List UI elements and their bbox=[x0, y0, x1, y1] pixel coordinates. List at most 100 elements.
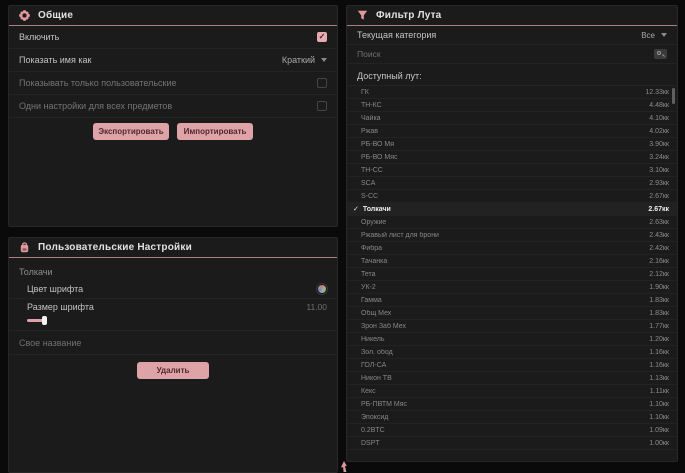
list-item[interactable]: ✓ Никон ТВ 1.13кк bbox=[347, 372, 677, 385]
loot-filter-panel: Фильтр Лута Текущая категория Все Доступ… bbox=[346, 5, 678, 462]
same-settings-checkbox[interactable] bbox=[317, 101, 327, 111]
list-item[interactable]: ✓ ГК 12.33кк bbox=[347, 86, 677, 99]
name-mode-label: Показать имя как bbox=[19, 55, 92, 65]
slider-fill bbox=[27, 319, 44, 322]
setting-row-name-mode: Показать имя как Краткий bbox=[9, 49, 337, 72]
list-item[interactable]: ✓ Оружие 2.63кк bbox=[347, 216, 677, 229]
list-item[interactable]: ✓ DSPT 1.00кк bbox=[347, 437, 677, 450]
list-item[interactable]: ✓ SCA 2.93кк bbox=[347, 177, 677, 190]
delete-button[interactable]: Удалить bbox=[137, 362, 209, 379]
font-color-row: Цвет шрифта bbox=[9, 280, 337, 299]
loot-item-name: Зол. обод bbox=[361, 348, 393, 356]
loot-item-value: 4.10кк bbox=[649, 114, 669, 122]
loot-item-name: РБ-ПВТМ Мяс bbox=[361, 400, 407, 408]
font-color-label: Цвет шрифта bbox=[27, 284, 84, 294]
check-icon: ✓ bbox=[353, 206, 359, 213]
only-custom-checkbox[interactable] bbox=[317, 78, 327, 88]
enable-label: Включить bbox=[19, 32, 60, 42]
loot-item-name: Фибра bbox=[361, 244, 383, 252]
list-item[interactable]: ✓ Фибра 2.42кк bbox=[347, 242, 677, 255]
list-item[interactable]: ✓ 0.2BTC 1.09кк bbox=[347, 424, 677, 437]
loot-item-name: Никель bbox=[361, 335, 385, 343]
loot-item-value: 2.16кк bbox=[649, 257, 669, 265]
list-item[interactable]: ✓ Ржавый лист для брони 2.43кк bbox=[347, 229, 677, 242]
loot-item-name: Тета bbox=[361, 270, 376, 278]
loot-item-value: 1.90кк bbox=[649, 283, 669, 291]
list-item[interactable]: ✓ Чайка 4.10кк bbox=[347, 112, 677, 125]
setting-row-only-custom: Показывать только пользовательские bbox=[9, 72, 337, 95]
name-mode-dropdown[interactable]: Краткий bbox=[282, 55, 327, 65]
loot-item-name: РБ-ВО Мяс bbox=[361, 153, 398, 161]
category-dropdown[interactable]: Все bbox=[641, 31, 667, 40]
list-item[interactable]: ✓ ГОЛ-СА 1.16кк bbox=[347, 359, 677, 372]
category-label: Текущая категория bbox=[357, 30, 437, 40]
loot-item-name: ГК bbox=[361, 88, 369, 96]
loot-item-value: 1.20кк bbox=[649, 335, 669, 343]
list-item[interactable]: ✓ Ржав 4.02кк bbox=[347, 125, 677, 138]
backpack-icon bbox=[20, 242, 29, 253]
loot-list: ✓ ГК 12.33кк ✓ ТН-КС 4.48кк ✓ Чайка 4.10… bbox=[347, 85, 677, 450]
loot-item-value: 1.16кк bbox=[649, 361, 669, 369]
check-icon: ✓ bbox=[318, 32, 326, 41]
export-import-row: Экспортировать Импортировать bbox=[9, 123, 337, 140]
enable-checkbox[interactable]: ✓ bbox=[317, 32, 327, 42]
list-item[interactable]: ✓ РБ-ВО Мяс 3.24кк bbox=[347, 151, 677, 164]
loot-item-name: S-СС bbox=[361, 192, 379, 200]
list-item[interactable]: ✓ Тачанка 2.16кк bbox=[347, 255, 677, 268]
list-item[interactable]: ✓ Зрон Заб Мех 1.77кк bbox=[347, 320, 677, 333]
setting-row-same-settings: Одни настройки для всех предметов bbox=[9, 95, 337, 118]
list-item[interactable]: ✓ Общ Мех 1.83кк bbox=[347, 307, 677, 320]
custom-name-input[interactable] bbox=[19, 331, 327, 354]
list-item[interactable]: ✓ ТН-СС 3.10кк bbox=[347, 164, 677, 177]
delete-row: Удалить bbox=[9, 362, 337, 379]
loot-item-name: Зрон Заб Мех bbox=[361, 322, 407, 330]
list-item[interactable]: ✓ S-СС 2.67кк bbox=[347, 190, 677, 203]
loot-item-value: 2.63кк bbox=[649, 218, 669, 226]
loot-item-name: Кекс bbox=[361, 387, 376, 395]
loot-item-value: 1.83кк bbox=[649, 309, 669, 317]
loot-item-value: 2.67кк bbox=[648, 205, 669, 213]
slider-thumb[interactable] bbox=[42, 316, 47, 325]
list-item[interactable]: ✓ ТН-КС 4.48кк bbox=[347, 99, 677, 112]
list-item[interactable]: ✓ Кекс 1.11кк bbox=[347, 385, 677, 398]
loot-item-value: 12.33кк bbox=[645, 88, 669, 96]
custom-name-row bbox=[9, 331, 337, 355]
loot-item-name: Ржав bbox=[361, 127, 378, 135]
loot-item-value: 1.09кк bbox=[649, 426, 669, 434]
loot-item-value: 2.93кк bbox=[649, 179, 669, 187]
available-loot-label: Доступный лут: bbox=[357, 71, 422, 81]
loot-item-name: УК-2 bbox=[361, 283, 376, 291]
panel-title: Фильтр Лута bbox=[376, 10, 442, 21]
general-panel: Общие Включить ✓ Показать имя как Кратки… bbox=[8, 5, 338, 227]
export-button[interactable]: Экспортировать bbox=[93, 123, 169, 140]
color-picker-icon[interactable] bbox=[317, 284, 327, 294]
search-input[interactable] bbox=[357, 45, 646, 63]
only-custom-label: Показывать только пользовательские bbox=[19, 78, 177, 88]
loot-item-value: 1.00кк bbox=[649, 439, 669, 447]
mouse-cursor bbox=[340, 461, 347, 472]
font-size-slider[interactable] bbox=[27, 315, 327, 325]
list-item[interactable]: ✓ Гамма 1.83кк bbox=[347, 294, 677, 307]
panel-title: Общие bbox=[38, 10, 74, 21]
list-item[interactable]: ✓ РБ-ПВТМ Мяс 1.10кк bbox=[347, 398, 677, 411]
selected-item-group-label: Толкачи bbox=[19, 267, 53, 277]
loot-item-name: ТН-КС bbox=[361, 101, 382, 109]
loot-item-name: Гамма bbox=[361, 296, 382, 304]
scrollbar[interactable] bbox=[672, 88, 675, 104]
list-item[interactable]: ✓ Эпоксид 1.10кк bbox=[347, 411, 677, 424]
list-item[interactable]: ✓ Тета 2.12кк bbox=[347, 268, 677, 281]
list-item[interactable]: ✓ Толкачи 2.67кк bbox=[347, 203, 677, 216]
loot-item-name: РБ-ВО Мя bbox=[361, 140, 395, 148]
search-icon[interactable] bbox=[654, 49, 667, 59]
category-row: Текущая категория Все bbox=[347, 26, 677, 45]
loot-item-name: 0.2BTC bbox=[361, 426, 385, 434]
loot-filter-header: Фильтр Лута bbox=[347, 6, 677, 26]
list-item[interactable]: ✓ РБ-ВО Мя 3.90кк bbox=[347, 138, 677, 151]
loot-item-value: 1.10кк bbox=[649, 413, 669, 421]
list-item[interactable]: ✓ Никель 1.20кк bbox=[347, 333, 677, 346]
loot-item-name: Общ Мех bbox=[361, 309, 392, 317]
list-item[interactable]: ✓ Зол. обод 1.16кк bbox=[347, 346, 677, 359]
list-item[interactable]: ✓ УК-2 1.90кк bbox=[347, 281, 677, 294]
funnel-icon bbox=[357, 10, 368, 20]
import-button[interactable]: Импортировать bbox=[177, 123, 253, 140]
